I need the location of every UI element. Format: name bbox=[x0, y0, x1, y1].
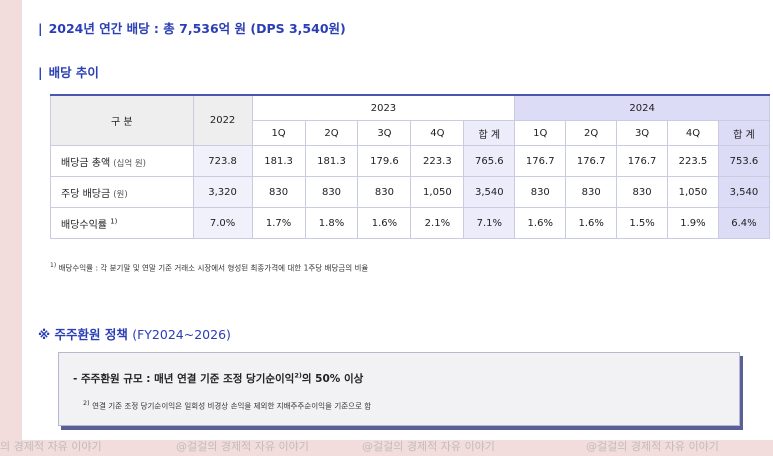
content-card: | 2024년 연간 배당 : 총 7,536억 원 (DPS 3,540원) |… bbox=[22, 0, 773, 440]
sum-cell: 6.4% bbox=[717, 207, 771, 239]
cell: 1.6% bbox=[514, 207, 567, 239]
sum-cell: 7.1% bbox=[463, 207, 516, 239]
heading-bar: | bbox=[38, 65, 43, 80]
sum-cell: 3,540 bbox=[463, 176, 516, 208]
q-header-2023: 1Q bbox=[251, 120, 306, 146]
table-corner: 구 분 bbox=[50, 94, 194, 146]
dividend-table: 구 분 2022 2023 2024 1Q 2Q 3Q 4Q 합 계 1Q 2Q… bbox=[50, 94, 771, 239]
cell: 1.5% bbox=[616, 207, 669, 239]
table-row: 배당수익률 1) 7.0% 1.7% 1.8% 1.6% 2.1% 7.1% 1… bbox=[50, 207, 771, 239]
q-header-2024: 3Q bbox=[616, 120, 669, 146]
cell-2022: 7.0% bbox=[192, 207, 253, 239]
cell-2022: 3,320 bbox=[192, 176, 253, 208]
row-label: 주당 배당금 (원) bbox=[50, 176, 194, 208]
table-row: 배당금 총액 (십억 원) 723.8 181.3 181.3 179.6 223… bbox=[50, 145, 771, 177]
dividend-trend-text: 배당 추이 bbox=[48, 65, 99, 80]
cell: 181.3 bbox=[251, 145, 306, 177]
year-2024-header: 2024 bbox=[514, 94, 770, 121]
cell: 830 bbox=[514, 176, 567, 208]
cell: 1.8% bbox=[304, 207, 359, 239]
cell: 830 bbox=[251, 176, 306, 208]
yield-footnote: 1) 배당수익률 : 각 분기말 및 연말 기준 거래소 시장에서 형성된 최종… bbox=[50, 262, 369, 273]
sum-cell: 765.6 bbox=[463, 145, 516, 177]
annual-dividend-heading: | 2024년 연간 배당 : 총 7,536억 원 (DPS 3,540원) bbox=[38, 18, 346, 37]
q-header-2024: 1Q bbox=[514, 120, 567, 146]
cell: 830 bbox=[616, 176, 669, 208]
policy-scope-line: - 주주환원 규모 : 매년 연결 기준 조정 당기순이익2)의 50% 이상 bbox=[73, 371, 364, 386]
watermark-text: @걸걸의 경제적 자유 이야기 bbox=[176, 440, 309, 453]
cell: 181.3 bbox=[304, 145, 359, 177]
watermark-text: @걸걸의 경제적 자유 이야기 bbox=[362, 440, 495, 453]
cell: 2.1% bbox=[410, 207, 465, 239]
annual-dividend-text: 2024년 연간 배당 : 총 7,536억 원 (DPS 3,540원) bbox=[48, 21, 346, 36]
table-row: 주당 배당금 (원) 3,320 830 830 830 1,050 3,540 … bbox=[50, 176, 771, 208]
sum-header-2024: 합 계 bbox=[717, 120, 771, 146]
year-2023-header: 2023 bbox=[251, 94, 516, 121]
sum-header-2023: 합 계 bbox=[463, 120, 516, 146]
sum-cell: 753.6 bbox=[717, 145, 771, 177]
cell: 176.7 bbox=[616, 145, 669, 177]
cell: 223.5 bbox=[667, 145, 719, 177]
cell: 1.6% bbox=[357, 207, 412, 239]
policy-footnote: 2) 연결 기준 조정 당기순이익은 일회성 비경상 손익을 제외한 지배주주순… bbox=[83, 399, 372, 411]
shareholder-return-title: ※ 주주환원 정책 (FY2024~2026) bbox=[38, 327, 231, 342]
cell: 1.7% bbox=[251, 207, 306, 239]
cell: 1.6% bbox=[565, 207, 618, 239]
cell-2022: 723.8 bbox=[192, 145, 253, 177]
year-2022-header: 2022 bbox=[192, 94, 253, 146]
cell: 176.7 bbox=[565, 145, 618, 177]
policy-box: - 주주환원 규모 : 매년 연결 기준 조정 당기순이익2)의 50% 이상 … bbox=[58, 352, 740, 426]
cell: 223.3 bbox=[410, 145, 465, 177]
cell: 830 bbox=[357, 176, 412, 208]
row-label: 배당수익률 1) bbox=[50, 207, 194, 239]
dividend-trend-heading: | 배당 추이 bbox=[38, 62, 99, 81]
cell: 830 bbox=[304, 176, 359, 208]
q-header-2023: 2Q bbox=[304, 120, 359, 146]
q-header-2023: 4Q bbox=[410, 120, 465, 146]
row-label: 배당금 총액 (십억 원) bbox=[50, 145, 194, 177]
cell: 1,050 bbox=[667, 176, 719, 208]
cell: 1,050 bbox=[410, 176, 465, 208]
sum-cell: 3,540 bbox=[717, 176, 771, 208]
watermark-text: @걸걸의 경제적 자유 이야기 bbox=[586, 440, 719, 453]
heading-bar: | bbox=[38, 21, 43, 36]
q-header-2024: 4Q bbox=[667, 120, 719, 146]
watermark-text: 의 경제적 자유 이야기 bbox=[0, 440, 102, 453]
cell: 179.6 bbox=[357, 145, 412, 177]
cell: 176.7 bbox=[514, 145, 567, 177]
q-header-2024: 2Q bbox=[565, 120, 618, 146]
q-header-2023: 3Q bbox=[357, 120, 412, 146]
cell: 1.9% bbox=[667, 207, 719, 239]
cell: 830 bbox=[565, 176, 618, 208]
